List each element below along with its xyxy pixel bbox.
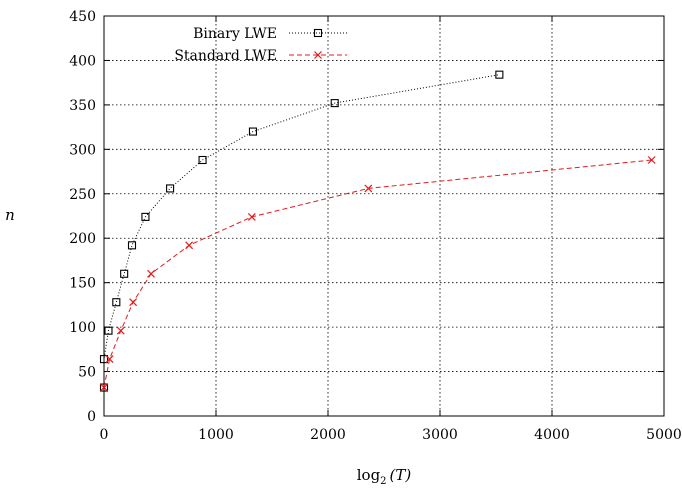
- data-point: [248, 127, 258, 136]
- data-point: [185, 241, 194, 250]
- series-line: [103, 74, 500, 388]
- data-point: [198, 155, 207, 165]
- data-point: [105, 355, 114, 364]
- data-point: [104, 326, 113, 335]
- data-point: [147, 269, 155, 278]
- grid: [104, 16, 664, 416]
- data-point: [330, 99, 339, 108]
- axis-ticks: 0 50 100 150 200 250 300 350 400 450 0 1000 2000 3000…: [69, 9, 682, 443]
- x-axis-title-base: log: [357, 466, 381, 484]
- data-point-stroke: [129, 298, 138, 307]
- data-point: [313, 28, 323, 38]
- y-tick-label: 100: [69, 320, 96, 336]
- series-layer: [99, 70, 656, 392]
- x-axis-title-argument: (T): [390, 466, 412, 484]
- series-binary-lwe: [99, 70, 504, 392]
- data-point-stroke: [147, 269, 155, 278]
- data-point: [495, 70, 504, 79]
- x-tick-label: 5000: [646, 427, 682, 443]
- data-point: [112, 298, 121, 307]
- data-point-stroke: [185, 241, 194, 250]
- y-tick-label: 150: [69, 276, 96, 292]
- data-point-stroke: [364, 184, 373, 193]
- x-tick-label: 4000: [534, 427, 570, 443]
- data-point-stroke: [105, 355, 114, 364]
- data-point-stroke: [116, 326, 125, 335]
- x-tick-label: 1000: [198, 427, 234, 443]
- data-point-stroke: [647, 156, 656, 164]
- data-point-stroke: [247, 212, 256, 221]
- data-point: [120, 269, 129, 278]
- data-point: [129, 298, 138, 307]
- x-tick-label: 2000: [310, 427, 346, 443]
- data-point: [647, 156, 656, 164]
- data-point: [116, 326, 125, 335]
- data-point: [314, 51, 322, 59]
- plot-frame: [103, 15, 665, 417]
- data-point: [99, 355, 109, 364]
- y-tick-label: 350: [69, 98, 96, 114]
- data-point-stroke: [314, 51, 322, 59]
- data-point-stroke: [100, 383, 108, 392]
- data-point: [247, 212, 256, 221]
- legend-label: Standard LWE: [174, 48, 277, 64]
- y-tick-label: 400: [69, 53, 96, 69]
- data-point: [364, 184, 373, 193]
- data-point: [100, 383, 108, 392]
- series-line: [103, 159, 652, 388]
- y-tick-label: 450: [69, 9, 96, 25]
- y-tick-label: 300: [69, 142, 96, 158]
- y-tick-label: 200: [69, 231, 96, 247]
- y-tick-label: 0: [87, 409, 96, 425]
- legend-label: Binary LWE: [193, 26, 277, 42]
- x-axis-title: log2 (T): [357, 466, 412, 487]
- data-point: [127, 241, 137, 250]
- data-point: [141, 212, 150, 221]
- x-tick-label: 3000: [422, 427, 458, 443]
- legend: Binary LWE Standard LWE: [174, 26, 347, 64]
- data-point: [99, 383, 109, 392]
- data-point: [166, 184, 175, 193]
- x-axis-title-subscript: 2: [380, 476, 386, 487]
- series-standard-lwe: [100, 156, 656, 392]
- y-tick-label: 250: [69, 187, 96, 203]
- y-axis-title: n: [5, 206, 15, 224]
- y-tick-label: 50: [78, 365, 96, 381]
- x-tick-label: 0: [100, 427, 109, 443]
